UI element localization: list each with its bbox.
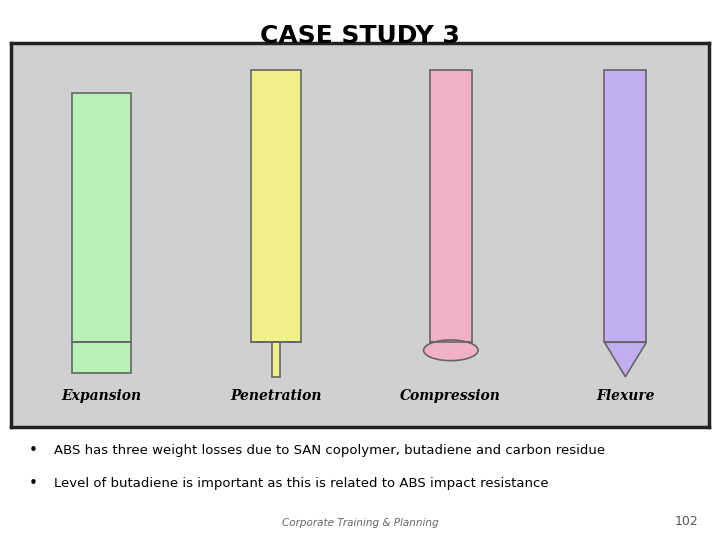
Bar — [605, 70, 647, 342]
Text: 102: 102 — [675, 515, 698, 528]
Text: Compression: Compression — [400, 389, 501, 403]
Bar — [72, 342, 131, 373]
Bar — [272, 342, 280, 377]
Bar — [251, 70, 302, 342]
Text: ABS has three weight losses due to SAN copolymer, butadiene and carbon residue: ABS has three weight losses due to SAN c… — [54, 444, 605, 457]
Text: •: • — [29, 443, 37, 458]
Text: Corporate Training & Planning: Corporate Training & Planning — [282, 518, 438, 528]
Text: Level of butadiene is important as this is related to ABS impact resistance: Level of butadiene is important as this … — [54, 477, 549, 490]
Text: Expansion: Expansion — [61, 389, 142, 403]
Bar — [72, 93, 131, 342]
Text: CASE STUDY 3: CASE STUDY 3 — [260, 24, 460, 48]
Text: Penetration: Penetration — [230, 389, 322, 403]
Text: •: • — [29, 476, 37, 491]
Polygon shape — [605, 342, 647, 377]
Text: Flexure: Flexure — [596, 389, 654, 403]
Bar — [430, 70, 472, 342]
Ellipse shape — [423, 340, 478, 361]
